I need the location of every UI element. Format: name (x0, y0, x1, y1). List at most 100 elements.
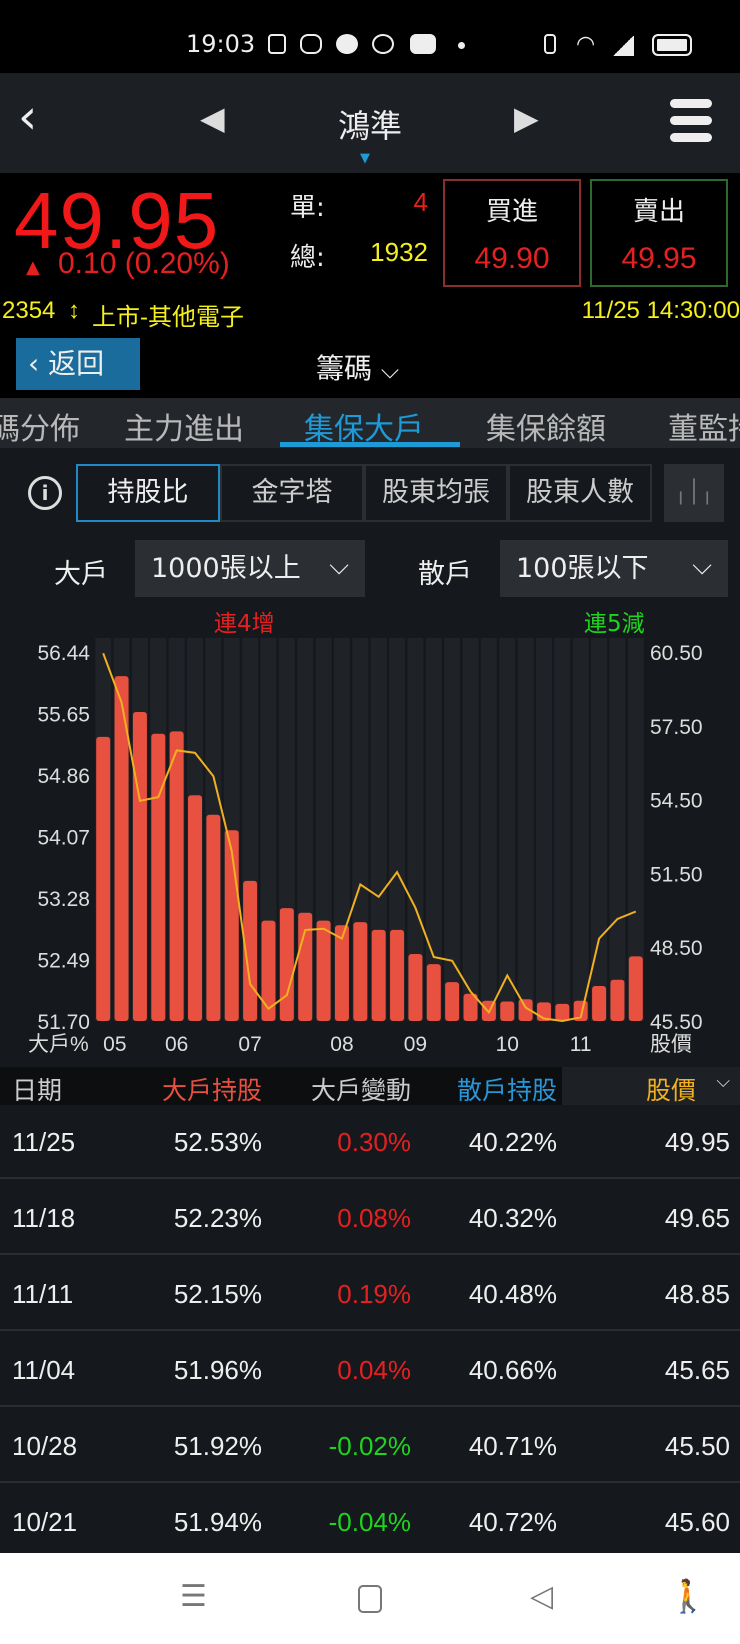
x-tick-label: 05 (103, 1033, 126, 1056)
recents-icon[interactable]: ☰ (180, 1579, 207, 1614)
x-tick-label: 08 (330, 1033, 353, 1056)
accessibility-icon[interactable]: 🚶 (668, 1577, 708, 1615)
cell-big-change: 0.30% (337, 1127, 411, 1157)
cell-price: 48.85 (664, 1279, 730, 1309)
cell-small-holding: 40.71% (468, 1431, 557, 1461)
y2-tick-label: 45.50 (650, 1011, 703, 1034)
stock-code: 2354 (2, 297, 56, 324)
buy-button[interactable]: 買進 49.90 (443, 179, 581, 287)
col-price: 股價 (645, 1076, 696, 1105)
chevron-down-icon: ⌵ (380, 356, 400, 384)
table-row[interactable]: 11/18 52.23% 0.08% 40.32% 49.65 (0, 1181, 740, 1255)
holding-bar (279, 908, 294, 1021)
cell-big-change: 0.19% (337, 1279, 411, 1309)
cell-small-holding: 40.32% (468, 1203, 557, 1233)
table-row[interactable]: 10/21 51.94% -0.04% 40.72% 45.60 (0, 1485, 740, 1559)
section-label: 籌碼 (316, 352, 373, 385)
total-volume: 1932 (370, 237, 428, 267)
holding-bar (518, 999, 533, 1021)
col-date: 日期 (12, 1076, 63, 1105)
menu-icon[interactable] (670, 99, 712, 143)
x-tick-label: 06 (165, 1033, 188, 1056)
holding-bar (316, 920, 331, 1021)
y-tick-label: 52.49 (37, 950, 90, 973)
cell-price: 45.65 (664, 1355, 730, 1385)
cell-big-change: 0.04% (337, 1355, 411, 1385)
big-holder-value: 1000張以上 (151, 553, 301, 584)
info-icon[interactable]: i (28, 476, 62, 510)
bar-background (407, 638, 424, 1021)
bar-background (609, 638, 626, 1021)
table-row[interactable]: 11/04 51.96% 0.04% 40.66% 45.65 (0, 1333, 740, 1407)
y-tick-label: 54.86 (37, 765, 90, 788)
section-selector[interactable]: 籌碼 ⌵ (316, 347, 399, 387)
sell-button[interactable]: 賣出 49.95 (590, 179, 728, 287)
bar-background (444, 638, 461, 1021)
tab-major-flow[interactable]: 主力進出 (124, 412, 244, 447)
y-tick-label: 54.07 (37, 827, 90, 850)
section-bar: ‹ 返回 籌碼 ⌵ (0, 333, 740, 398)
bar-background (425, 638, 442, 1021)
cell-price: 49.95 (664, 1127, 730, 1157)
status-bar: 19:03 ◠ (0, 0, 740, 73)
back-label: 返回 (48, 347, 105, 380)
holding-bar (555, 1003, 570, 1021)
bar-background (572, 638, 589, 1021)
cell-big-holding: 52.53% (173, 1127, 262, 1157)
tab-cost-distribution[interactable]: 碼分佈 (0, 412, 80, 447)
y2-tick-label: 51.50 (650, 863, 703, 886)
dot-icon (458, 42, 465, 49)
app-header: ‹ ◀ 鴻準 ▼ ▶ (0, 73, 740, 173)
cell-price: 45.50 (664, 1431, 730, 1461)
bar-background (554, 638, 571, 1021)
tab-tdcc-holders[interactable]: 集保大戶 (304, 412, 424, 447)
table-row[interactable]: 10/28 51.92% -0.02% 40.71% 45.50 (0, 1409, 740, 1483)
next-stock-icon[interactable]: ▶ (514, 99, 539, 137)
wifi-icon: ◠ (576, 32, 596, 57)
table-row[interactable]: 11/11 52.15% 0.19% 40.48% 48.85 (0, 1257, 740, 1331)
buy-price: 49.90 (474, 242, 550, 275)
buy-label: 買進 (485, 197, 538, 227)
back-chevron-icon[interactable]: ‹ (18, 89, 38, 145)
total-label: 總: (290, 243, 325, 273)
back-icon[interactable]: ◁ (530, 1579, 554, 1614)
segment-avg-lots[interactable]: 股東均張 (364, 464, 508, 522)
bar-background (499, 638, 516, 1021)
table-row[interactable]: 11/25 52.53% 0.30% 40.22% 49.95 (0, 1105, 740, 1179)
segment-pyramid[interactable]: 金字塔 (220, 464, 364, 522)
holding-bar (592, 985, 607, 1021)
stock-name[interactable]: 鴻準 (337, 107, 402, 145)
col-big-change: 大戶變動 (310, 1076, 411, 1105)
cell-big-holding: 51.92% (173, 1431, 262, 1461)
tab-bar: 碼分佈 主力進出 集保大戶 集保餘額 董監持 (0, 398, 740, 448)
content-area: i 持股比 金字塔 股東均張 股東人數 ╷│╷ 大戶 1000張以上 ⌵ 散戶 1… (0, 448, 740, 1559)
home-icon[interactable] (358, 1585, 382, 1613)
segment-holding-ratio[interactable]: 持股比 (76, 464, 220, 522)
col-big-holding: 大戶持股 (161, 1076, 262, 1105)
small-holder-dropdown[interactable]: 100張以下 ⌵ (500, 540, 728, 597)
y-tick-label: 56.44 (37, 642, 90, 665)
holding-bar (151, 733, 166, 1021)
chart-settings-icon[interactable]: ╷│╷ (664, 464, 724, 522)
cell-date: 11/11 (12, 1279, 74, 1309)
small-holder-value: 100張以下 (516, 553, 649, 584)
back-button[interactable]: ‹ 返回 (16, 338, 140, 390)
tab-tdcc-balance[interactable]: 集保餘額 (486, 412, 606, 447)
segment-holder-count[interactable]: 股東人數 (508, 464, 652, 522)
vibrate-icon (544, 34, 556, 54)
chevron-down-icon: ⌵ (692, 551, 712, 581)
chevron-down-icon: ⌵ (716, 1071, 730, 1092)
y-tick-label: 55.65 (37, 704, 90, 727)
discord-icon (300, 34, 322, 54)
holding-bar (334, 925, 349, 1021)
price-column-selector[interactable]: 股價 ⌵ (562, 1067, 740, 1105)
tab-directors[interactable]: 董監持 (668, 412, 740, 447)
active-tab-indicator (280, 442, 460, 447)
cell-date: 10/21 (12, 1507, 78, 1537)
line-icon (336, 34, 358, 54)
up-arrow-icon: ▲ (26, 257, 40, 278)
prev-stock-icon[interactable]: ◀ (200, 99, 225, 137)
youtube-icon (410, 34, 436, 54)
big-holder-dropdown[interactable]: 1000張以上 ⌵ (135, 540, 365, 597)
x-tick-label: 11 (570, 1033, 592, 1056)
